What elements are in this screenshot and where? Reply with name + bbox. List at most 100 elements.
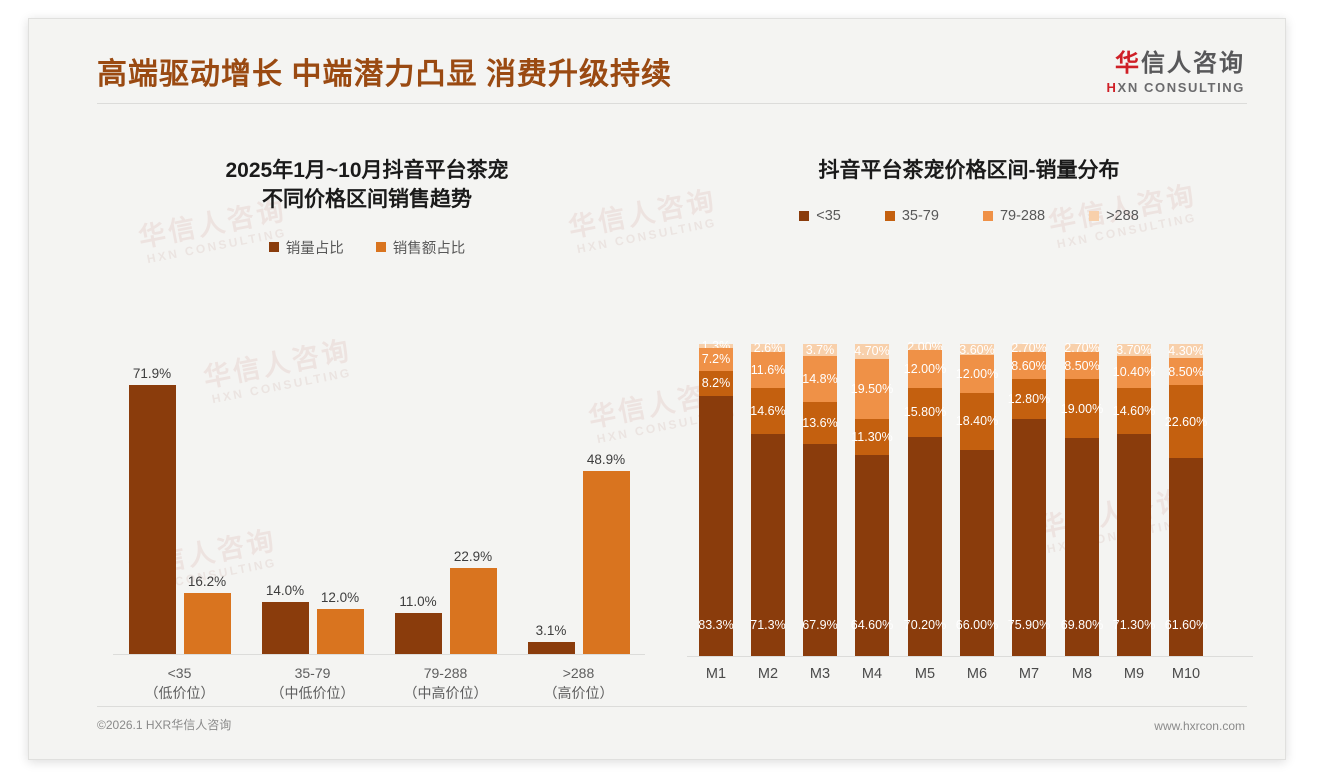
segment-79-288: 7.2%: [699, 348, 733, 371]
chart-title-right: 抖音平台茶宠价格区间-销量分布: [818, 159, 1120, 182]
stacked-bar-column[interactable]: 4.70% 19.50% 11.30% 64.60% M4: [851, 344, 893, 682]
stacked-bar-column[interactable]: 4.30% 8.50% 22.60% 61.60% M10: [1165, 343, 1207, 682]
segment-35-79: 15.80%: [904, 387, 946, 437]
stacked-bar-column[interactable]: 2.6% 11.6% 14.6% 71.3% M2: [750, 341, 786, 682]
bar-sales-amount[interactable]: 48.9%: [582, 452, 630, 654]
x-tick-label: M9: [1123, 666, 1145, 682]
bar-group: 14.0% 12.0% 35-79 （中低价位）: [246, 354, 379, 701]
segment-35-79: 18.40%: [956, 392, 998, 451]
stacked-bar-column[interactable]: 1.3% 7.2% 8.2% 83.3% M1: [698, 339, 734, 682]
stacked-bar-column[interactable]: 2.70% 8.50% 19.00% 69.80% M8: [1061, 341, 1103, 682]
bar-sales-amount[interactable]: 12.0%: [316, 590, 364, 654]
bar-sales-volume[interactable]: 71.9%: [128, 366, 176, 654]
logo-en-rest: XN CONSULTING: [1117, 80, 1245, 95]
segment-79-288: 8.50%: [1064, 352, 1100, 379]
segment-35-79: 14.60%: [1113, 388, 1155, 434]
bar-sales-amount[interactable]: 16.2%: [183, 574, 231, 654]
chart-title-left: 2025年1月~10月抖音平台茶宠 不同价格区间销售趋势: [225, 159, 509, 211]
legend-item-sales-volume[interactable]: 销量占比: [268, 237, 344, 258]
bar-value-label: 71.9%: [132, 366, 172, 381]
legend-item-gt288[interactable]: >288: [1089, 208, 1139, 224]
stacked-bar-column[interactable]: 2.00% 12.00% 15.80% 70.20% M5: [904, 340, 946, 682]
x-tick-label: M2: [757, 666, 779, 682]
logo-en-first-char: H: [1106, 80, 1118, 95]
bar-sales-volume[interactable]: 11.0%: [394, 594, 442, 654]
legend-swatch-icon: [268, 242, 279, 253]
bar-group: 3.1% 48.9% >288 （高价位）: [512, 354, 645, 701]
segment-value-label: 8.50%: [1064, 358, 1100, 373]
segment-value-label: 22.60%: [1164, 414, 1208, 429]
segment-79-288: 19.50%: [851, 358, 893, 420]
segment-value-label: 64.60%: [850, 618, 894, 632]
segment-gt288: 2.70%: [1064, 341, 1099, 355]
footer-website[interactable]: www.hxrcon.com: [1154, 719, 1245, 733]
x-tick-label: >288 （高价位）: [543, 665, 614, 702]
segment-lt35: 75.90%: [1008, 419, 1050, 656]
legend-item-lt35[interactable]: <35: [799, 208, 841, 224]
segment-gt288: 2.70%: [1011, 341, 1046, 355]
stacked-bar-column[interactable]: 2.70% 8.60% 12.80% 75.90% M7: [1008, 341, 1050, 682]
segment-79-288: 8.50%: [1168, 357, 1204, 386]
bar-sales-amount[interactable]: 22.9%: [449, 549, 497, 654]
segment-value-label: 4.30%: [1168, 343, 1204, 358]
legend-swatch-icon: [884, 210, 895, 221]
legend-item-35-79[interactable]: 35-79: [884, 207, 939, 224]
segment-value-label: 14.6%: [750, 404, 786, 419]
bar-value-label: 16.2%: [187, 574, 227, 589]
segment-value-label: 11.6%: [750, 363, 786, 378]
bar-value-label: 12.0%: [320, 590, 360, 605]
segment-value-label: 8.60%: [1011, 358, 1047, 373]
x-tick-label: M7: [1018, 666, 1040, 682]
plot-area-right: 1.3% 7.2% 8.2% 83.3% M1 2.6% 11.6% 14.6%…: [687, 317, 1253, 682]
bar-value-label: 11.0%: [399, 594, 437, 609]
bar-group: 11.0% 22.9% 79-288 （中高价位）: [379, 354, 512, 701]
legend-item-sales-amount[interactable]: 销售额占比: [375, 237, 465, 258]
legend-label: 35-79: [901, 207, 939, 224]
bar-sales-volume[interactable]: 3.1%: [527, 623, 575, 654]
x-tick-label: M6: [966, 666, 988, 682]
segment-value-label: 18.40%: [955, 414, 999, 429]
segment-79-288: 10.40%: [1113, 355, 1155, 388]
segment-value-label: 10.40%: [1112, 364, 1156, 379]
bar-value-label: 3.1%: [535, 623, 567, 638]
segment-value-label: 11.30%: [851, 430, 893, 445]
segment-value-label: 83.3%: [698, 618, 734, 632]
slide: 华信人咨询 HXN CONSULTING 华信人咨询 HXN CONSULTIN…: [28, 18, 1286, 760]
logo-en-text: HXN CONSULTING: [1107, 80, 1245, 95]
bar-fill: [394, 613, 442, 654]
bar-sales-volume[interactable]: 14.0%: [261, 583, 309, 654]
x-tick-label: M5: [914, 666, 936, 682]
stacked-bar-column[interactable]: 3.60% 12.00% 18.40% 66.00% M6: [956, 343, 998, 682]
logo-cn-text: 华信人咨询: [1107, 43, 1245, 78]
brand-logo: 华信人咨询 HXN CONSULTING: [1107, 43, 1245, 95]
segment-gt288: 2.6%: [751, 341, 785, 355]
segment-lt35: 64.60%: [851, 454, 893, 656]
segment-lt35: 66.00%: [956, 450, 998, 656]
segment-lt35: 69.80%: [1061, 438, 1103, 656]
segment-lt35: 70.20%: [904, 436, 946, 656]
bar-fill: [183, 593, 231, 654]
segment-gt288: 3.60%: [959, 343, 994, 357]
x-tick-label: M1: [705, 666, 727, 682]
legend-label: 79-288: [999, 207, 1046, 224]
segment-value-label: 12.00%: [903, 361, 947, 376]
segment-35-79: 12.80%: [1008, 379, 1050, 420]
stacked-bar-column[interactable]: 3.70% 10.40% 14.60% 71.30% M9: [1113, 343, 1155, 682]
segment-value-label: 75.90%: [1007, 618, 1051, 632]
segment-lt35: 61.60%: [1165, 457, 1207, 656]
stacked-bar-column[interactable]: 3.7% 14.8% 13.6% 67.9% M3: [802, 343, 837, 682]
segment-value-label: 7.2%: [701, 352, 731, 367]
slide-header: 高端驱动增长 中端潜力凸显 消费升级持续 华信人咨询 HXN CONSULTIN…: [29, 19, 1285, 111]
segment-35-79: 14.6%: [750, 388, 786, 434]
bar-fill: [316, 609, 364, 654]
segment-35-79: 22.60%: [1165, 385, 1207, 458]
bar-fill: [449, 568, 497, 654]
x-tick-label: M4: [861, 666, 883, 682]
segment-gt288: 3.7%: [803, 343, 837, 357]
legend-swatch-icon: [799, 210, 810, 221]
x-tick-label: M10: [1171, 666, 1201, 682]
segment-lt35: 71.3%: [750, 433, 786, 656]
legend-item-79-288[interactable]: 79-288: [982, 207, 1046, 224]
segment-35-79: 8.2%: [699, 370, 733, 397]
chart-legend-left: 销量占比 销售额占比: [77, 237, 657, 258]
